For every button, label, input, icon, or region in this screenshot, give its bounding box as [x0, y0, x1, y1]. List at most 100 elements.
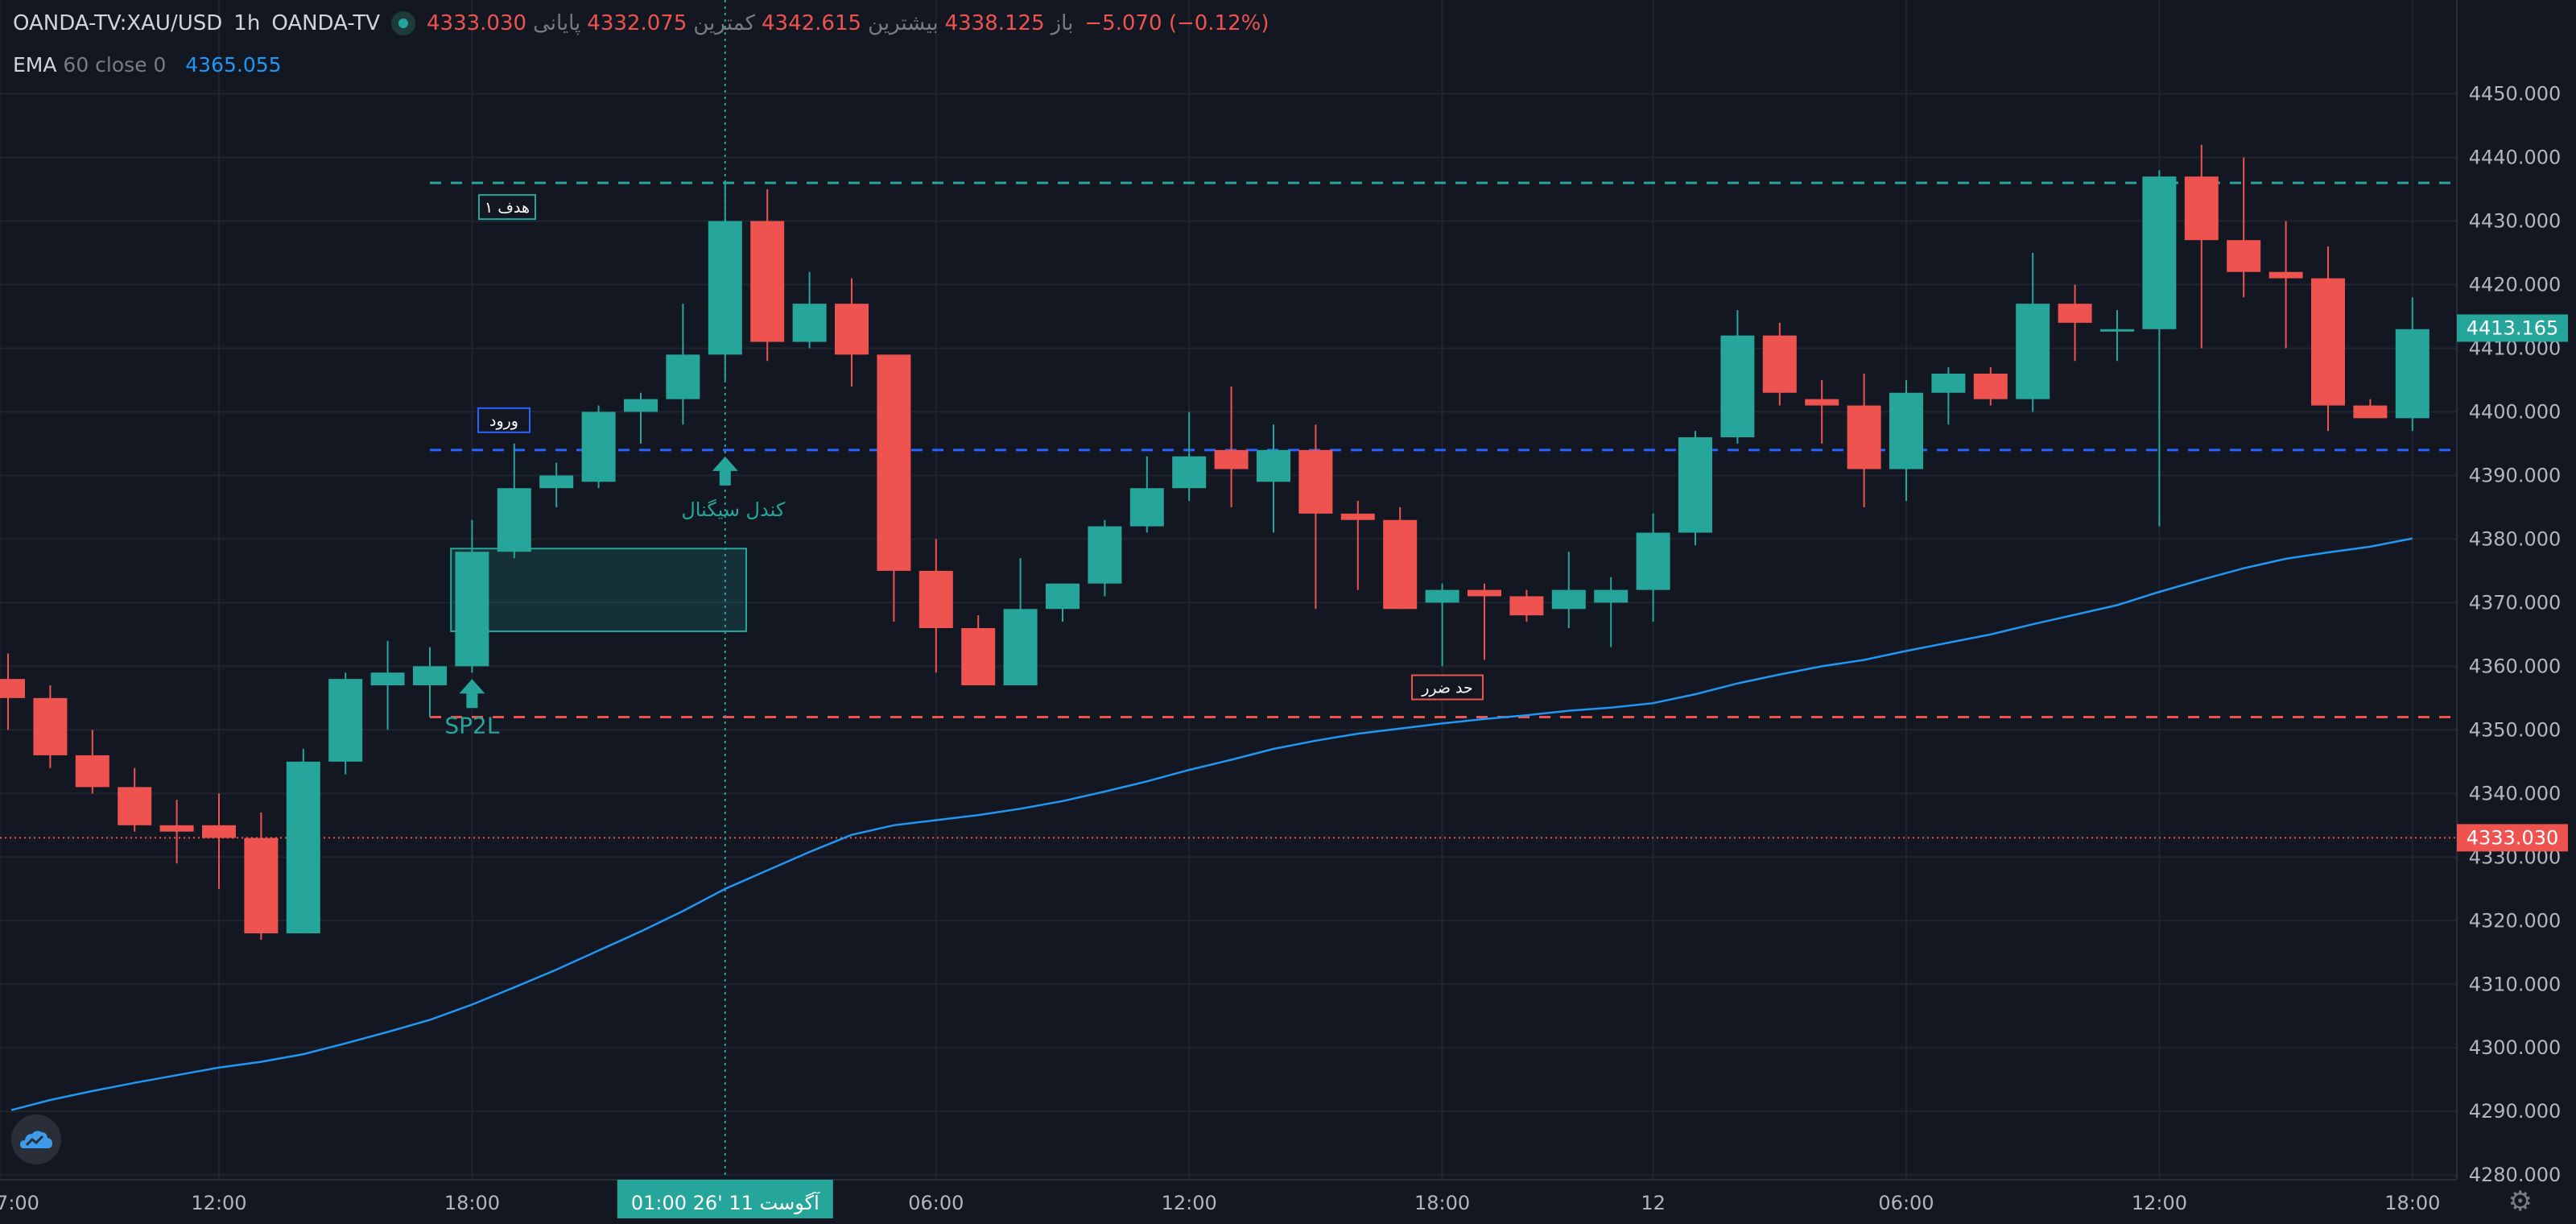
candle-body	[1257, 449, 1290, 482]
candle-body	[961, 627, 996, 686]
ema-legend[interactable]: EMA 60 close 0 4365.055	[13, 53, 282, 76]
price-axis-tick-label: 4420.000	[2469, 273, 2562, 296]
candle-body	[2100, 329, 2134, 332]
candle-body	[75, 755, 109, 788]
candle-body	[877, 354, 911, 571]
candle-body	[328, 679, 363, 762]
candle-body	[455, 552, 489, 667]
candle-body	[1889, 392, 1923, 469]
candle-body	[1847, 405, 1881, 469]
price-axis-tick-label: 4320.000	[2469, 909, 2562, 932]
candle-body	[1509, 596, 1544, 616]
candle-body	[2311, 278, 2345, 406]
candle-body	[1931, 374, 1966, 393]
close-price-badge	[2457, 824, 2568, 852]
target-label: هدف ۱	[485, 199, 530, 217]
time-axis-tick-label: 12:00	[1162, 1192, 1217, 1214]
candle-body	[1046, 583, 1080, 610]
candle-body	[1172, 456, 1207, 489]
price-axis-tick-label: 4290.000	[2469, 1100, 2562, 1123]
price-axis-tick-label: 4430.000	[2469, 210, 2562, 233]
crosshair-time-label: 01:00 26' آگوست 11	[631, 1191, 820, 1214]
candle-body	[0, 679, 25, 698]
candle-body	[33, 697, 68, 755]
time-axis-tick-label: 18:00	[1414, 1192, 1470, 1214]
candle-body	[2395, 329, 2429, 419]
candle-body	[1383, 519, 1418, 610]
candle-body	[835, 304, 869, 355]
ema-name: EMA	[13, 53, 57, 76]
stop-loss-label-box	[1411, 674, 1484, 701]
candle-body	[581, 411, 616, 482]
time-axis-tick-label: 06:00	[908, 1192, 964, 1214]
price-axis-tick-label: 4280.000	[2469, 1164, 2562, 1186]
exchange: OANDA-TV	[271, 11, 380, 35]
low-label: کمترین	[693, 11, 755, 35]
crosshair-time-badge	[617, 1180, 833, 1218]
close-label: پایانی	[533, 11, 581, 35]
last-price-label: 4413.165	[2467, 316, 2559, 339]
candle-body	[1805, 399, 1839, 406]
demand-zone	[450, 548, 747, 632]
candle-body	[497, 488, 531, 552]
candle-body	[666, 354, 700, 399]
candle-body	[2058, 304, 2092, 323]
time-axis-tick-label: 12	[1641, 1192, 1666, 1214]
close-price-badge-label: 4333.030	[2467, 826, 2559, 849]
stop-loss-label: حد ضرر	[1421, 680, 1473, 697]
price-axis-tick-label: 4300.000	[2469, 1036, 2562, 1059]
price-axis-tick-label: 4360.000	[2469, 655, 2562, 677]
candle-body	[1003, 609, 1038, 686]
candle-body	[1425, 589, 1459, 603]
candle-body	[919, 570, 953, 628]
price-axis-tick-label: 4450.000	[2469, 83, 2562, 105]
symbol-legend: OANDA-TV:XAU/USD 1h OANDA-TV باز 4338.12…	[13, 11, 1269, 35]
symbol-name[interactable]: OANDA-TV:XAU/USD	[13, 11, 223, 35]
candle-body	[2016, 304, 2050, 399]
target-label-box	[478, 194, 536, 221]
open-label: باز	[1051, 11, 1074, 35]
candle-body	[244, 837, 279, 934]
market-status-icon[interactable]	[391, 11, 415, 35]
price-axis-tick-label: 4400.000	[2469, 400, 2562, 423]
candle-body	[2268, 271, 2303, 279]
candle-body	[708, 221, 742, 355]
candle-body	[2227, 240, 2261, 272]
time-axis-tick-label: 18:00	[444, 1192, 500, 1214]
candle-body	[1551, 589, 1586, 610]
candle-body	[539, 475, 574, 489]
time-axis-tick-label: 18:00	[2384, 1192, 2440, 1214]
candle-body	[1720, 335, 1755, 438]
sp2l-signal-arrow-icon	[459, 679, 485, 709]
price-axis-tick-label: 4380.000	[2469, 527, 2562, 550]
candle-body	[1298, 449, 1333, 514]
open-value: 4338.125	[944, 11, 1045, 35]
candle-body	[1973, 374, 2008, 399]
tradingview-logo-icon[interactable]	[11, 1114, 61, 1164]
candle-body	[792, 304, 827, 342]
candle-body	[413, 666, 447, 686]
low-value: 4332.075	[587, 11, 687, 35]
time-axis-tick-label: 12:00	[191, 1192, 246, 1214]
candle-body	[2142, 176, 2177, 329]
time-axis-tick-label: 12:00	[2132, 1192, 2187, 1214]
change-value: −5.070 (−0.12%)	[1084, 11, 1269, 35]
price-axis-tick-label: 4340.000	[2469, 782, 2562, 804]
candle-body	[159, 825, 194, 832]
candle-body	[1214, 449, 1249, 469]
close-value: 4333.030	[427, 11, 527, 35]
interval[interactable]: 1h	[233, 11, 261, 35]
price-axis-tick-label: 4350.000	[2469, 718, 2562, 741]
high-label: بیشترین	[868, 11, 939, 35]
candle-body	[118, 787, 152, 825]
entry-label-box	[477, 407, 530, 433]
price-axis-tick-label: 4310.000	[2469, 973, 2562, 995]
ema-params: 60 close 0	[63, 53, 167, 76]
price-axis-tick-label: 4440.000	[2469, 147, 2562, 169]
candle-body	[1088, 526, 1122, 584]
price-axis-tick-label: 4370.000	[2469, 591, 2562, 614]
high-value: 4342.615	[762, 11, 862, 35]
settings-gear-icon[interactable]: ⚙	[2508, 1185, 2533, 1218]
sp2l-signal-label: SP2L	[444, 712, 499, 738]
